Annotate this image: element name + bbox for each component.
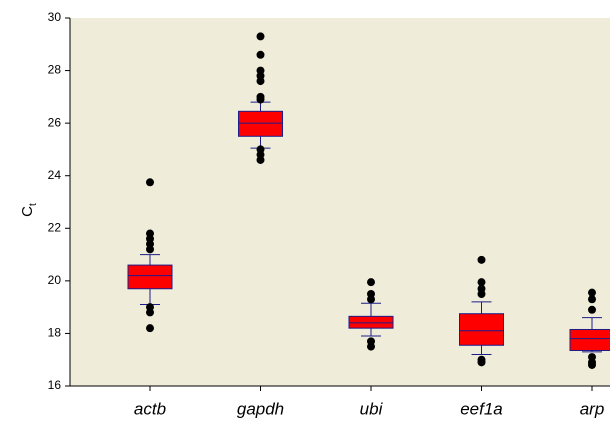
outlier <box>588 360 596 369</box>
y-tick-label: 20 <box>48 273 62 287</box>
outlier <box>256 155 265 164</box>
outlier <box>146 178 154 187</box>
outlier <box>367 295 375 304</box>
outlier <box>146 308 154 317</box>
y-label-subscript: t <box>28 203 39 206</box>
y-label-main: C <box>19 206 36 217</box>
plot-area <box>70 18 610 386</box>
x-tick-label: eef1a <box>460 399 503 418</box>
y-tick-label: 24 <box>48 168 62 182</box>
outlier <box>477 278 486 287</box>
outlier <box>367 278 375 287</box>
y-tick-label: 22 <box>48 220 62 234</box>
outlier <box>256 77 265 86</box>
outlier <box>256 50 265 59</box>
outlier <box>367 342 375 351</box>
outlier <box>256 95 265 104</box>
y-axis-label: Ct <box>19 203 39 217</box>
box <box>348 315 394 329</box>
x-tick-label: gapdh <box>237 399 284 418</box>
box <box>238 110 283 137</box>
outlier <box>588 305 596 314</box>
x-tick-label: actb <box>134 399 166 418</box>
outlier <box>588 295 596 304</box>
y-tick-label: 18 <box>48 326 62 340</box>
box <box>569 328 610 352</box>
x-tick-label: arp <box>580 399 605 418</box>
outlier <box>477 290 486 298</box>
outlier <box>588 288 596 297</box>
y-tick-label: 28 <box>48 63 62 77</box>
x-tick-label: ubi <box>360 399 384 418</box>
outlier <box>477 255 486 264</box>
outlier <box>477 358 486 367</box>
box <box>459 313 504 346</box>
outlier <box>146 245 154 254</box>
box <box>127 264 173 290</box>
outlier <box>146 324 154 333</box>
y-tick-label: 26 <box>48 115 62 129</box>
y-tick-label: 30 <box>48 10 62 24</box>
y-tick-label: 16 <box>48 378 62 392</box>
outlier <box>256 32 265 41</box>
